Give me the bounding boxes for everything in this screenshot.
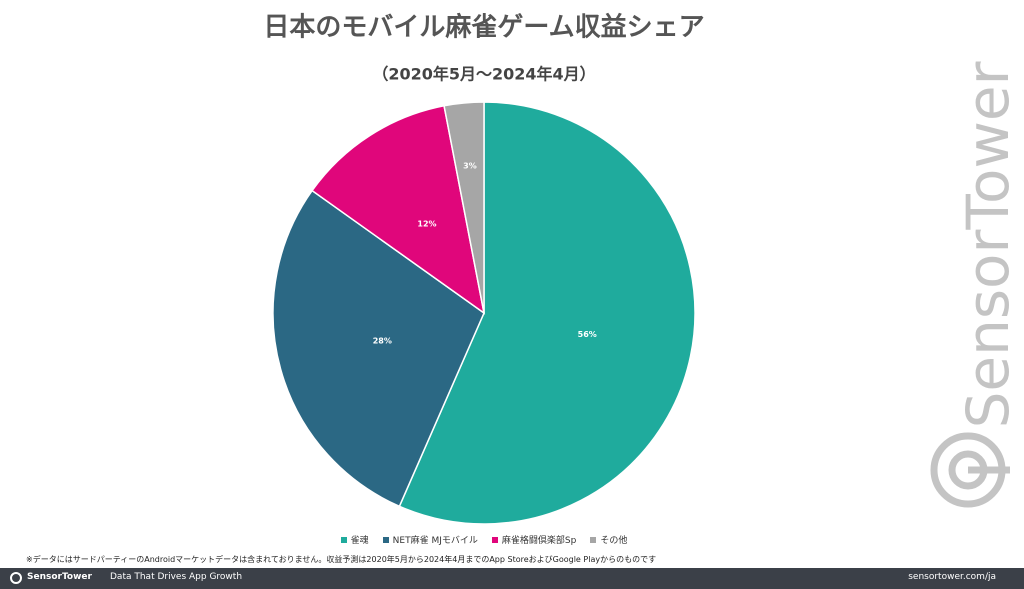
pie-slice — [272, 189, 485, 508]
legend-item: NET麻雀 MJモバイル — [382, 533, 478, 546]
chart-subtitle: （2020年5月～2024年4月） — [372, 65, 595, 84]
legend-swatch — [382, 536, 389, 543]
legend-swatch — [491, 536, 498, 543]
footer-url: sensortower.com/ja — [908, 572, 996, 582]
value-label: 12% — [417, 220, 436, 229]
footnote: ※データにはサードパーティーのAndroidマーケットデータは含まれておりません… — [26, 555, 657, 564]
legend-label: NET麻雀 MJモバイル — [392, 536, 478, 546]
watermark-logo — [930, 432, 1010, 508]
legend-swatch — [590, 536, 597, 543]
pie-slice — [398, 101, 696, 525]
watermark: SensorTower — [954, 61, 1022, 428]
chart-title: 日本のモバイル麻雀ゲーム収益シェア — [263, 13, 704, 43]
legend-item: 麻雀格闘倶楽部Sp — [491, 533, 577, 546]
legend: 雀魂 NET麻雀 MJモバイル 麻雀格闘倶楽部Sp その他 — [0, 533, 968, 546]
legend-label: 雀魂 — [350, 536, 369, 546]
legend-swatch — [340, 536, 347, 543]
pie-slice — [311, 104, 486, 315]
value-label: 3% — [463, 161, 477, 170]
footer-brand: SensorTower — [27, 572, 92, 582]
legend-item: 雀魂 — [340, 533, 369, 546]
legend-label: 麻雀格闘倶楽部Sp — [501, 536, 577, 546]
footer: SensorTower Data That Drives App Growth … — [0, 568, 1024, 589]
footer-logo — [10, 572, 22, 584]
footer-tagline: Data That Drives App Growth — [110, 572, 243, 582]
legend-label: その他 — [600, 536, 628, 546]
value-label: 28% — [373, 337, 392, 346]
value-label: 56% — [578, 330, 597, 339]
legend-item: その他 — [590, 533, 627, 546]
pie-slice — [443, 101, 485, 314]
